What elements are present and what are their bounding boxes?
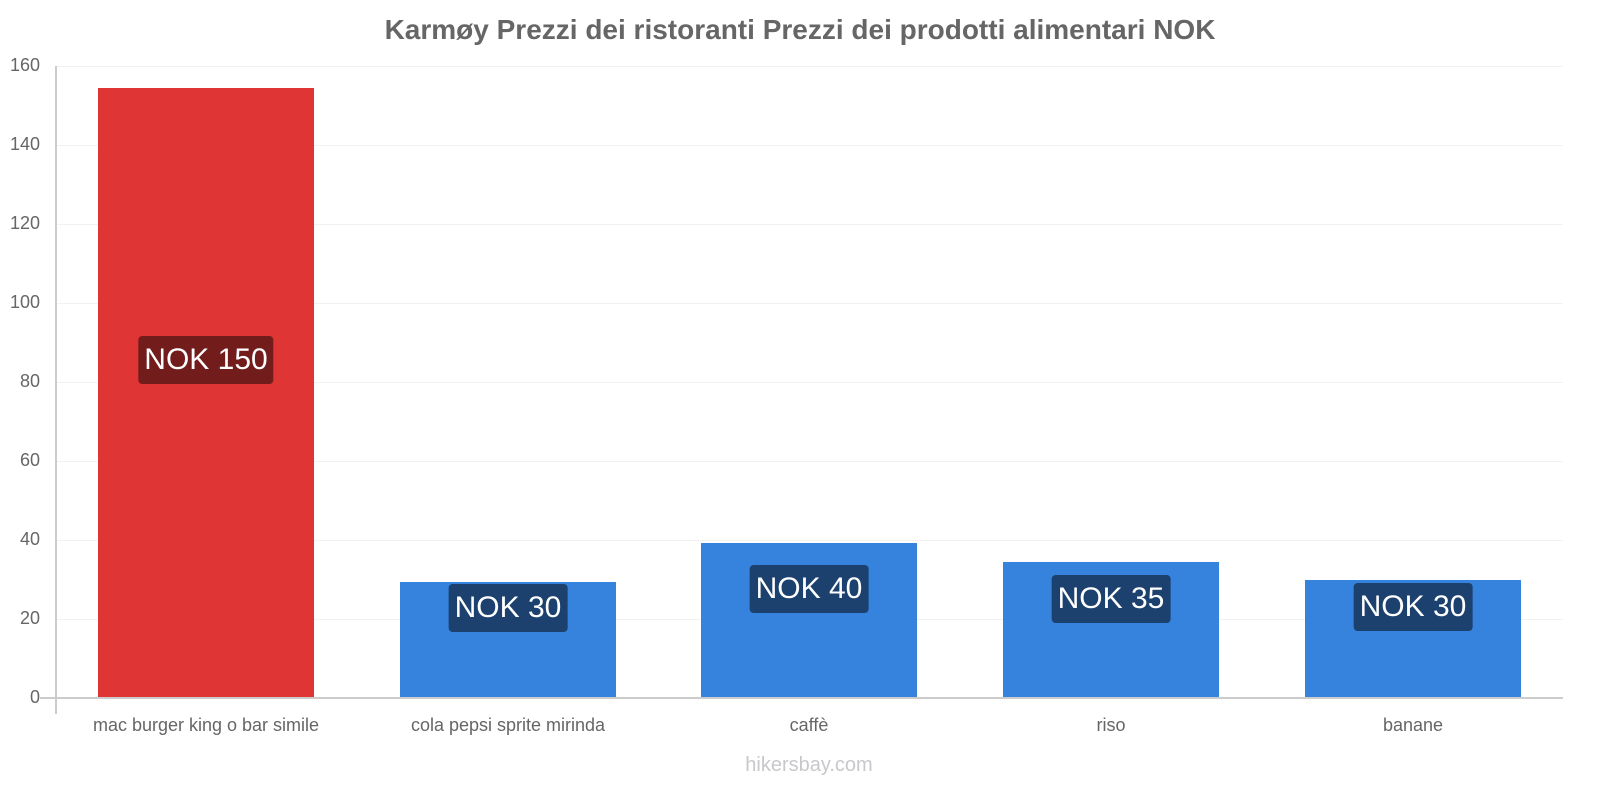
- bar-value-label: NOK 40: [749, 565, 869, 613]
- y-tick-label: 40: [19, 529, 40, 549]
- x-tick-label: mac burger king o bar simile: [92, 715, 320, 735]
- bar-caffe[interactable]: NOK 40: [701, 543, 917, 698]
- bar-cola[interactable]: NOK 30: [400, 582, 616, 698]
- x-tick-label: caffè: [789, 715, 829, 735]
- y-tick-label: 160: [9, 55, 40, 75]
- gridline: [56, 382, 1563, 383]
- bar-value-label: NOK 150: [138, 336, 274, 384]
- x-tick-label: riso: [1096, 715, 1126, 735]
- bar-riso[interactable]: NOK 35: [1003, 562, 1219, 698]
- y-tick-label: 0: [29, 687, 40, 707]
- bar-banane[interactable]: NOK 30: [1305, 580, 1521, 698]
- y-tick-label: 60: [19, 450, 40, 470]
- bar-mac-burger[interactable]: NOK 150: [98, 88, 314, 698]
- x-tick-label: banane: [1382, 715, 1444, 735]
- watermark: hikersbay.com: [745, 754, 873, 776]
- bar-value-label: NOK 30: [448, 584, 568, 632]
- y-axis: [55, 66, 57, 714]
- x-tick-label: cola pepsi sprite mirinda: [410, 715, 606, 735]
- gridline: [56, 145, 1563, 146]
- gridline: [56, 540, 1563, 541]
- y-tick-label: 100: [9, 292, 40, 312]
- gridline: [56, 461, 1563, 462]
- bar-value-label: NOK 30: [1353, 583, 1473, 631]
- bar-value-label: NOK 35: [1051, 575, 1171, 623]
- chart-title: Karmøy Prezzi dei ristoranti Prezzi dei …: [384, 14, 1216, 45]
- y-tick-label: 120: [9, 213, 40, 233]
- gridline: [56, 224, 1563, 225]
- y-tick-label: 20: [19, 608, 40, 628]
- gridline: [56, 303, 1563, 304]
- plot-area: NOK 150 NOK 30 NOK 40 NOK 35 NOK 30: [56, 66, 1563, 698]
- y-tick-label: 80: [19, 371, 40, 391]
- y-tick-label: 140: [9, 134, 40, 154]
- x-axis: [40, 697, 1563, 699]
- gridline: [56, 66, 1563, 67]
